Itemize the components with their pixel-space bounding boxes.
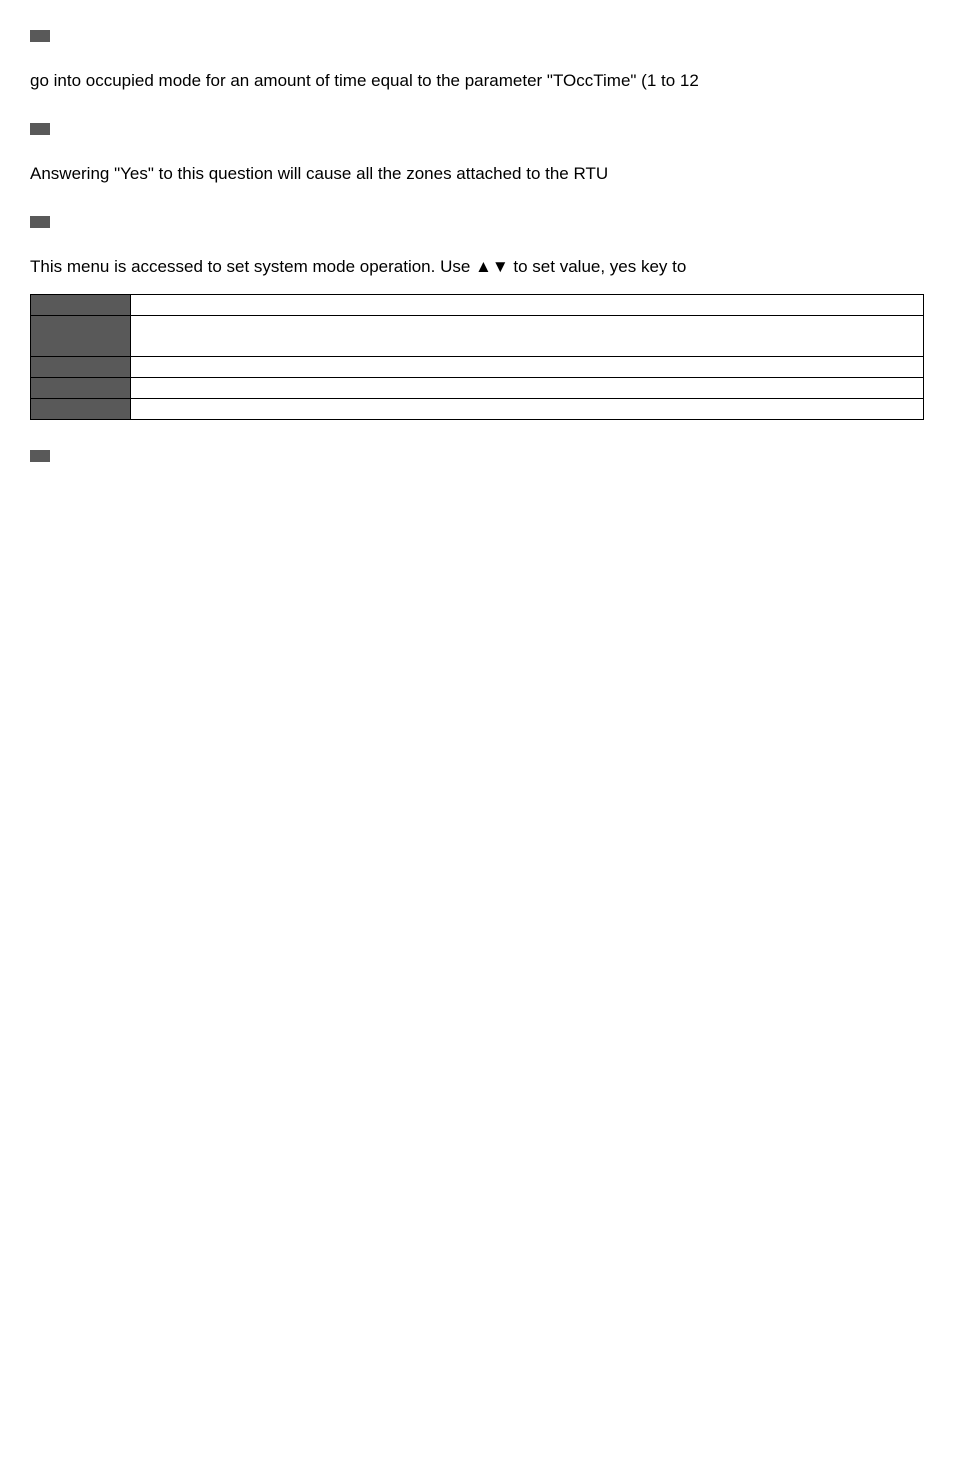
mode-desc xyxy=(131,378,924,399)
table-row xyxy=(31,316,924,357)
section-unocc-ovr: Answering "Yes" to this question will ca… xyxy=(30,123,924,186)
mode-label xyxy=(31,378,131,399)
table-row xyxy=(31,399,924,420)
section-header-system-mode xyxy=(30,216,50,228)
mode-label xyxy=(31,295,131,316)
section-system-mode: This menu is accessed to set system mode… xyxy=(30,216,924,420)
section-temp-occ: go into occupied mode for an amount of t… xyxy=(30,30,924,93)
section-header-unocc-ovr xyxy=(30,123,50,135)
table-row xyxy=(31,357,924,378)
table-row xyxy=(31,295,924,316)
mode-desc xyxy=(131,316,924,357)
mode-table xyxy=(30,294,924,420)
table-row xyxy=(31,378,924,399)
section-header-temp-occ xyxy=(30,30,50,42)
unocc-ovr-line-2: Answering "Yes" to this question will ca… xyxy=(30,161,924,187)
mode-desc xyxy=(131,399,924,420)
mode-label xyxy=(31,316,131,357)
temp-occ-line-3: go into occupied mode for an amount of t… xyxy=(30,68,924,94)
mode-label xyxy=(31,357,131,378)
mode-label xyxy=(31,399,131,420)
mode-desc xyxy=(131,357,924,378)
mode-desc xyxy=(131,295,924,316)
section-header-damper-ovr xyxy=(30,450,50,462)
system-mode-intro: This menu is accessed to set system mode… xyxy=(30,254,924,280)
section-damper-ovr xyxy=(30,450,924,478)
